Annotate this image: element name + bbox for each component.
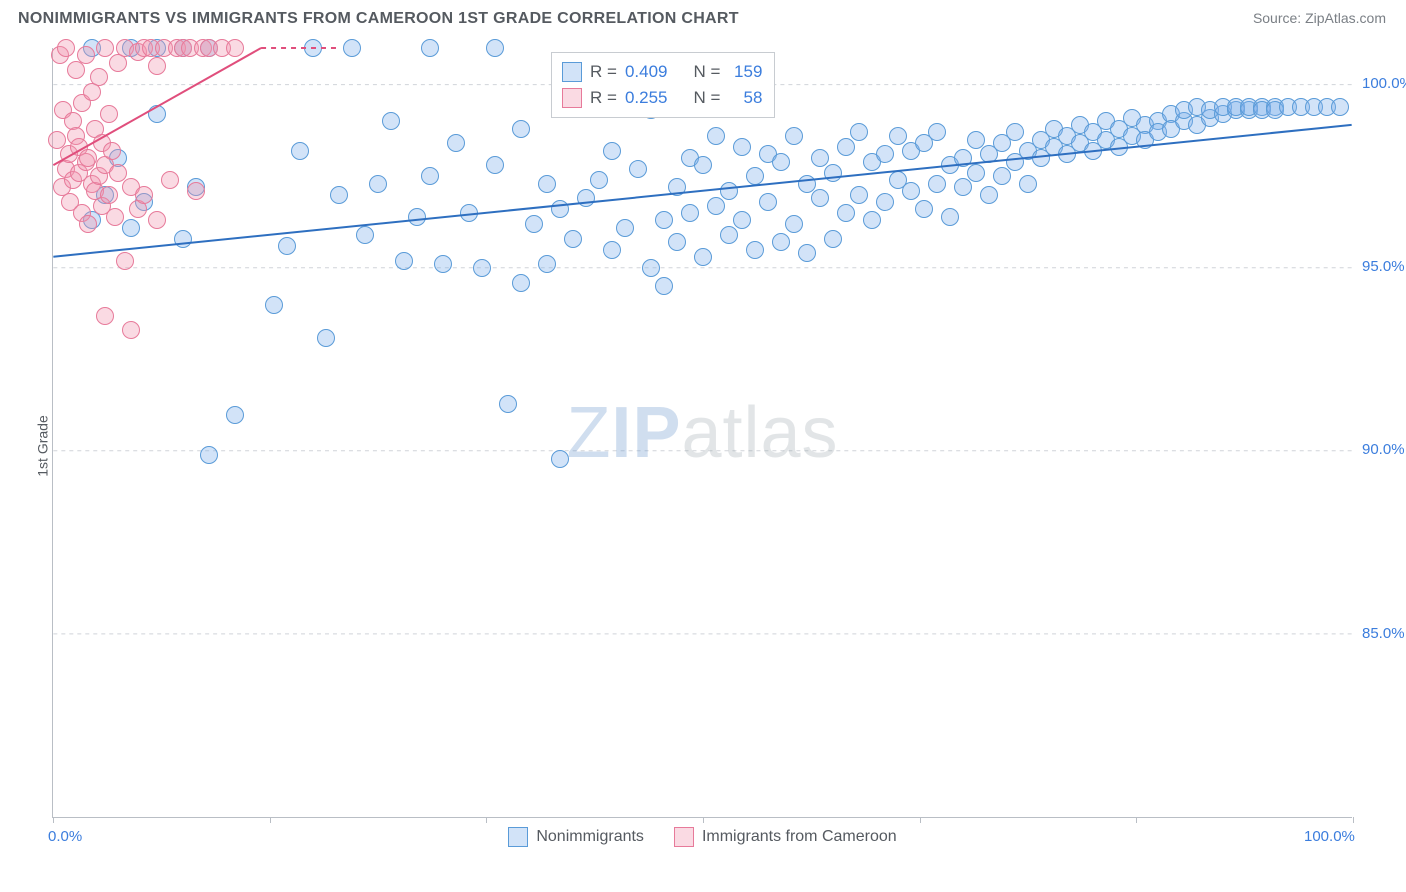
y-tick-label: 100.0%	[1362, 75, 1406, 92]
plot-area: ZIPatlas R =0.409N =159R =0.255N =58 Non…	[52, 48, 1352, 818]
bottom-legend: Nonimmigrants Immigrants from Cameroon	[53, 827, 1352, 847]
x-tick	[1136, 817, 1137, 823]
x-axis-end-label: 100.0%	[1304, 828, 1355, 845]
bottom-legend-item-cameroon: Immigrants from Cameroon	[674, 827, 897, 847]
header-row: NONIMMIGRANTS VS IMMIGRANTS FROM CAMEROO…	[18, 10, 1386, 28]
x-tick	[703, 817, 704, 823]
source-label: Source: ZipAtlas.com	[1253, 10, 1386, 26]
y-axis-label: 1st Grade	[35, 415, 51, 476]
y-tick-label: 90.0%	[1362, 441, 1405, 458]
x-tick	[53, 817, 54, 823]
chart-title: NONIMMIGRANTS VS IMMIGRANTS FROM CAMEROO…	[18, 10, 739, 28]
x-tick	[920, 817, 921, 823]
y-tick-label: 85.0%	[1362, 625, 1405, 642]
y-tick-label: 95.0%	[1362, 258, 1405, 275]
x-tick	[270, 817, 271, 823]
x-axis-end-label: 0.0%	[48, 828, 82, 845]
x-tick	[486, 817, 487, 823]
bottom-legend-label: Nonimmigrants	[536, 828, 644, 846]
legend-swatch-icon	[508, 827, 528, 847]
x-tick	[1353, 817, 1354, 823]
legend-swatch-icon	[674, 827, 694, 847]
bottom-legend-item-nonimmigrants: Nonimmigrants	[508, 827, 644, 847]
bottom-legend-label: Immigrants from Cameroon	[702, 828, 897, 846]
x-ticks	[53, 48, 1352, 817]
